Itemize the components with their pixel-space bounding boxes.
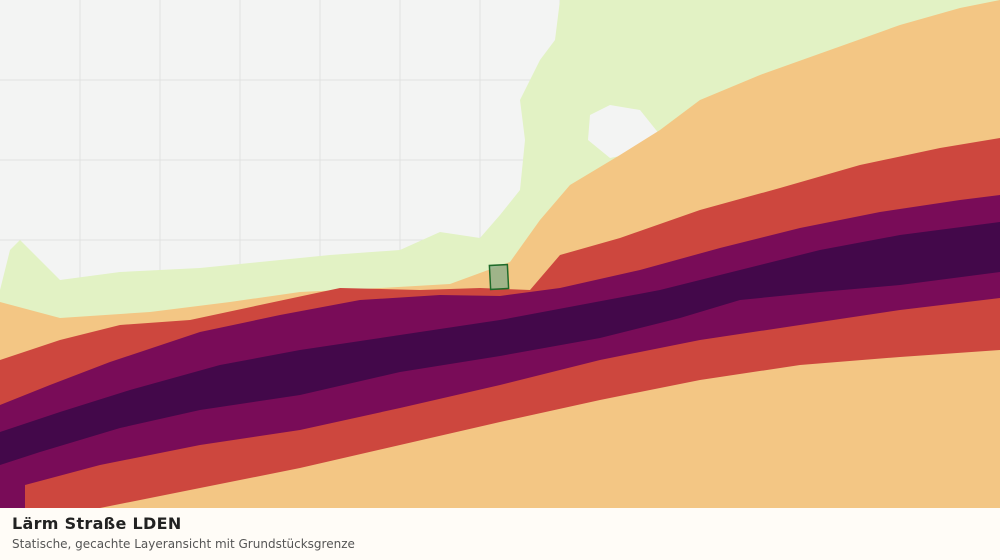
parcel-boundary[interactable] <box>488 263 510 291</box>
noise-band-low-south <box>100 350 1000 508</box>
noise-band-highest <box>0 222 1000 465</box>
noise-map <box>0 0 1000 508</box>
caption: Lärm Straße LDEN Statische, gecachte Lay… <box>0 508 1000 560</box>
layer-subtitle: Statische, gecachte Layeransicht mit Gru… <box>12 537 355 551</box>
layer-title: Lärm Straße LDEN <box>12 514 182 533</box>
